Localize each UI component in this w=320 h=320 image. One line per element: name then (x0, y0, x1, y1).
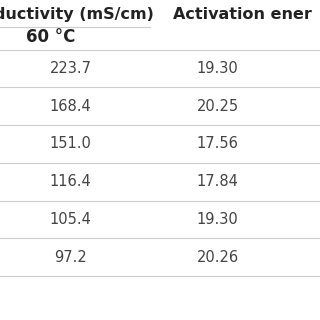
Text: ductivity (mS/cm): ductivity (mS/cm) (0, 7, 154, 22)
Text: 223.7: 223.7 (49, 61, 92, 76)
Text: 20.26: 20.26 (196, 250, 239, 265)
Text: 60 °C: 60 °C (26, 28, 75, 46)
Text: 17.84: 17.84 (197, 174, 238, 189)
Text: Activation ener: Activation ener (173, 7, 312, 22)
Text: 168.4: 168.4 (50, 99, 91, 114)
Text: 17.56: 17.56 (197, 137, 238, 151)
Text: 151.0: 151.0 (50, 137, 91, 151)
Text: 19.30: 19.30 (197, 61, 238, 76)
Text: 19.30: 19.30 (197, 212, 238, 227)
Text: 97.2: 97.2 (54, 250, 87, 265)
Text: 20.25: 20.25 (196, 99, 239, 114)
Text: 116.4: 116.4 (50, 174, 91, 189)
Text: 105.4: 105.4 (50, 212, 91, 227)
